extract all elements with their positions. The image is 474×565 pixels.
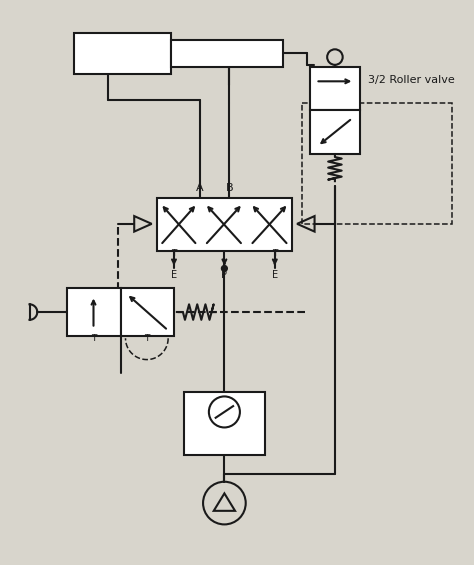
Bar [156, 198, 292, 251]
Bar [171, 40, 283, 67]
Text: 3/2 Roller valve: 3/2 Roller valve [368, 75, 455, 85]
Text: E: E [272, 271, 278, 280]
Circle shape [221, 266, 228, 271]
Bar [302, 103, 452, 224]
Bar [74, 33, 171, 73]
Text: T: T [171, 249, 177, 258]
Text: E: E [171, 271, 177, 280]
Bar [310, 67, 360, 110]
Bar [183, 392, 265, 455]
Text: T: T [272, 249, 277, 258]
Text: T: T [144, 334, 149, 344]
Text: A: A [196, 183, 204, 193]
Text: B: B [226, 183, 233, 193]
Text: T: T [91, 334, 96, 344]
Bar [121, 288, 174, 336]
Text: P: P [221, 271, 228, 280]
Bar [67, 288, 121, 336]
Bar [310, 110, 360, 154]
